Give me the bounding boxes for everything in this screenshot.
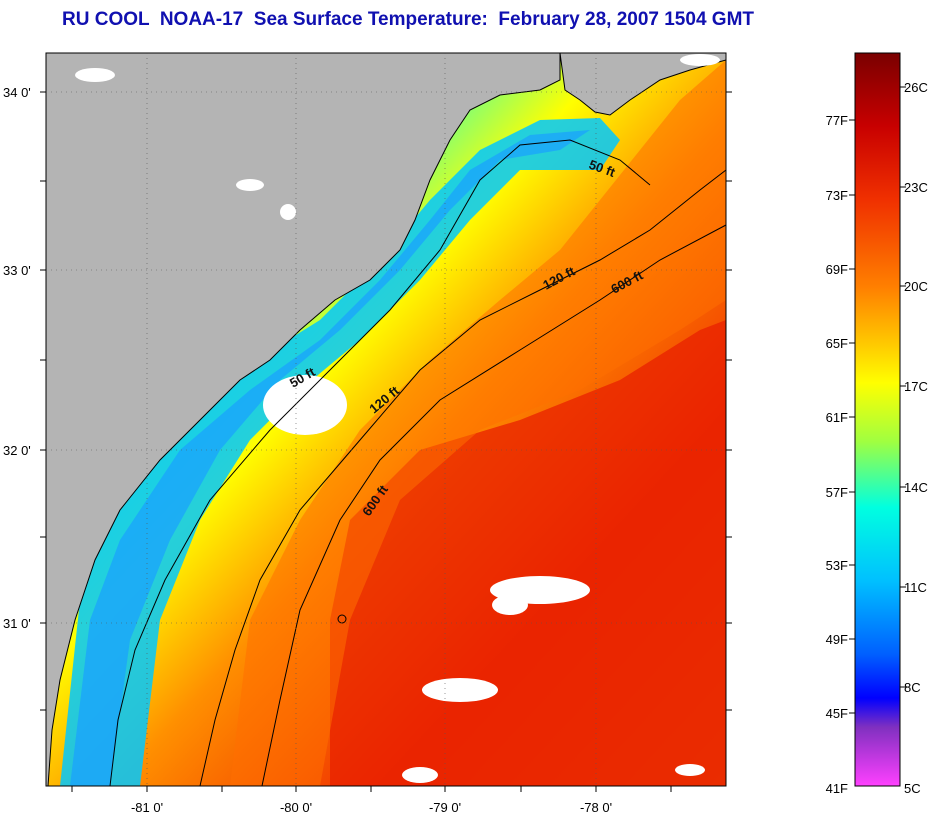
- colorbar-c-26: 26C: [904, 80, 928, 95]
- gulf-stream: [330, 320, 726, 786]
- warm-offshore: [230, 60, 726, 786]
- lon-label-79: -79 0': [429, 800, 461, 815]
- lat-label-33: 33 0': [3, 263, 31, 278]
- map-title: RU COOL NOAA-17 Sea Surface Temperature:…: [62, 9, 754, 30]
- colorbar-c-11: 11C: [904, 580, 927, 595]
- colorbar-c-5: 5C: [904, 781, 921, 796]
- map-frame: [45, 52, 727, 787]
- colorbar-c-20: 20C: [904, 279, 928, 294]
- lon-label-81: -81 0': [131, 800, 163, 815]
- cloud-cover: [75, 54, 720, 783]
- lon-label-80: -80 0': [280, 800, 312, 815]
- lat-label-31: 31 0': [3, 616, 31, 631]
- colorbar-f-69: 69F: [826, 262, 848, 277]
- land-mass: [46, 53, 561, 786]
- axis-ticks: [40, 91, 732, 792]
- colorbar-f-73: 73F: [826, 188, 848, 203]
- colorbar-f-77: 77F: [826, 113, 848, 128]
- colorbar-c-14: 14C: [904, 480, 928, 495]
- land-northeast: [559, 53, 726, 116]
- colorbar-f-49: 49F: [826, 632, 848, 647]
- colorbar: [854, 52, 901, 787]
- contour-120ft: [199, 169, 726, 786]
- colorbar-f-41: 41F: [826, 781, 848, 796]
- colorbar-f-65: 65F: [826, 336, 848, 351]
- contour-600ft: [261, 224, 726, 786]
- graticule: [46, 53, 726, 786]
- lon-label-78: -78 0': [580, 800, 612, 815]
- colorbar-f-57: 57F: [826, 485, 848, 500]
- colorbar-c-8: 8C: [904, 680, 921, 695]
- lat-label-34: 34 0': [3, 85, 31, 100]
- contour-50ft: [109, 139, 651, 786]
- colorbar-f-53: 53F: [826, 558, 848, 573]
- colorbar-ticks: [849, 86, 906, 714]
- colorbar-c-23: 23C: [904, 180, 928, 195]
- colorbar-f-45: 45F: [826, 706, 848, 721]
- colorbar-f-61: 61F: [826, 410, 848, 425]
- colorbar-c-17: 17C: [904, 379, 928, 394]
- lat-label-32: 32 0': [3, 443, 31, 458]
- bathymetry-contours: [109, 139, 726, 786]
